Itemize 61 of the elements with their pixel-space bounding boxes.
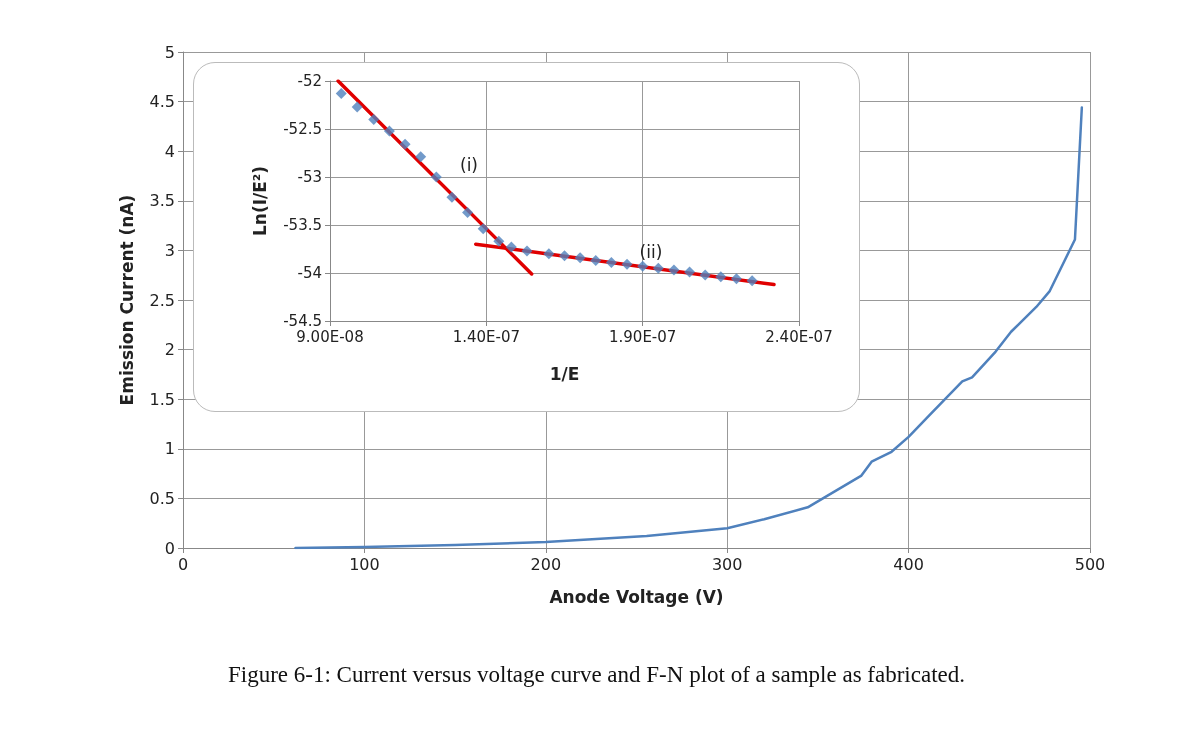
point [574, 252, 586, 264]
y-tick-label: 3 [164, 240, 175, 260]
x-tick-label: 400 [893, 554, 924, 574]
y-tick-label: 2 [164, 340, 175, 360]
point [493, 235, 505, 247]
annotation: (ii) [639, 242, 663, 263]
point [746, 275, 758, 287]
x-tick-label: 100 [349, 554, 380, 574]
point [684, 266, 696, 278]
point [368, 113, 380, 125]
y-tick-label: 1 [164, 439, 175, 459]
point [399, 138, 411, 150]
point [605, 256, 617, 268]
point [335, 87, 347, 99]
point [415, 151, 427, 163]
y-tick-label: 5 [164, 42, 175, 62]
point [477, 223, 489, 235]
point [652, 262, 664, 274]
point [559, 250, 570, 262]
point [621, 258, 633, 270]
point [668, 264, 680, 276]
point [521, 245, 533, 257]
point [699, 269, 711, 281]
y-tick-label: 3.5 [149, 191, 175, 211]
y-tick-label: 2.5 [149, 290, 175, 310]
y-tick-label: -52.5 [283, 120, 322, 138]
point [430, 171, 442, 183]
x-tick-label: 2.40E-07 [765, 327, 833, 346]
point [637, 260, 649, 272]
y-tick-label: -54.5 [283, 312, 322, 330]
point [383, 125, 395, 137]
point [730, 273, 742, 285]
y-axis-title: Emission Current (nA) [116, 194, 137, 406]
y-tick-label: -52 [297, 72, 322, 90]
x-tick-label: 1.40E-07 [452, 327, 521, 346]
x-tick-label: 300 [711, 554, 743, 574]
x-tick-label: 200 [530, 554, 562, 574]
x-axis-title: Anode Voltage (V) [549, 586, 724, 607]
point [462, 207, 474, 219]
y-tick-label: 4 [164, 141, 175, 161]
point [543, 248, 555, 260]
x-tick-label: 1.90E-07 [608, 327, 677, 346]
point [351, 101, 363, 113]
annotation: (i) [460, 155, 478, 176]
point [446, 191, 458, 203]
y-tick-label: 0 [164, 538, 175, 558]
y-tick-label: 0.5 [149, 488, 175, 508]
point [590, 255, 602, 267]
x-tick-label: 500 [1074, 554, 1106, 574]
x-axis-title: 1/E [549, 363, 580, 384]
x-tick-label: 9.00E-08 [296, 327, 364, 346]
y-tick-label: -53 [297, 168, 322, 186]
point [505, 241, 517, 253]
caption: Figure 6-1: Current versus voltage curve and F-N plot of a sample as fabricated. [226, 662, 967, 688]
y-axis-title: Ln(I/E²) [249, 165, 270, 237]
y-tick-label: 1.5 [149, 389, 175, 409]
y-tick-label: 4.5 [149, 92, 175, 112]
point [715, 271, 727, 283]
x-tick-label: 0 [177, 554, 189, 574]
y-tick-label: -53.5 [283, 216, 322, 234]
y-tick-label: -54 [297, 264, 322, 282]
